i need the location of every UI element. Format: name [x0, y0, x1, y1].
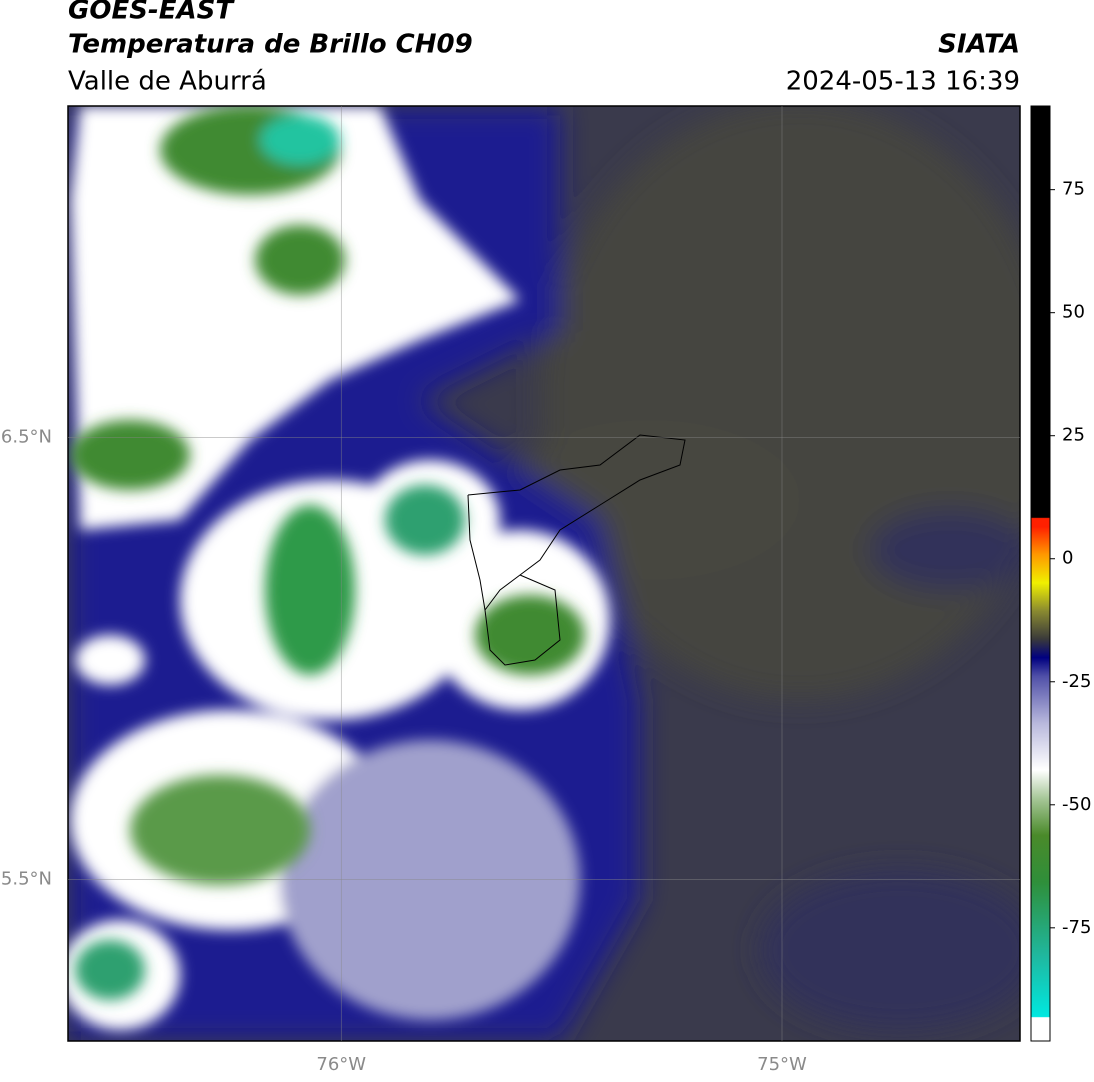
valley-boundaries: [467, 434, 686, 666]
source: SIATA: [938, 30, 1020, 60]
colorbar: [1030, 105, 1051, 1042]
colorbar-tick-label: -75: [1062, 917, 1091, 938]
colorbar-tick-label: 50: [1062, 302, 1085, 323]
x-tick-label: 76°W: [316, 1054, 366, 1075]
x-tick-label: 75°W: [757, 1054, 807, 1075]
colorbar-tick-label: 25: [1062, 425, 1085, 446]
y-tick-label: 6.5°N: [1, 427, 52, 448]
colorbar-tick-label: 75: [1062, 179, 1085, 200]
title: GOES-EAST: [68, 0, 235, 26]
map-frame: [67, 105, 1021, 1042]
colorbar-tick-label: -25: [1062, 671, 1091, 692]
map-image: [68, 106, 1020, 1041]
region: Valle de Aburrá: [68, 67, 267, 97]
y-tick-label: 5.5°N: [1, 869, 52, 890]
subtitle: Temperatura de Brillo CH09: [68, 30, 473, 60]
colorbar-tick-label: 0: [1062, 548, 1073, 569]
colorbar-tick-label: -50: [1062, 794, 1091, 815]
datetime: 2024-05-13 16:39: [786, 67, 1020, 97]
